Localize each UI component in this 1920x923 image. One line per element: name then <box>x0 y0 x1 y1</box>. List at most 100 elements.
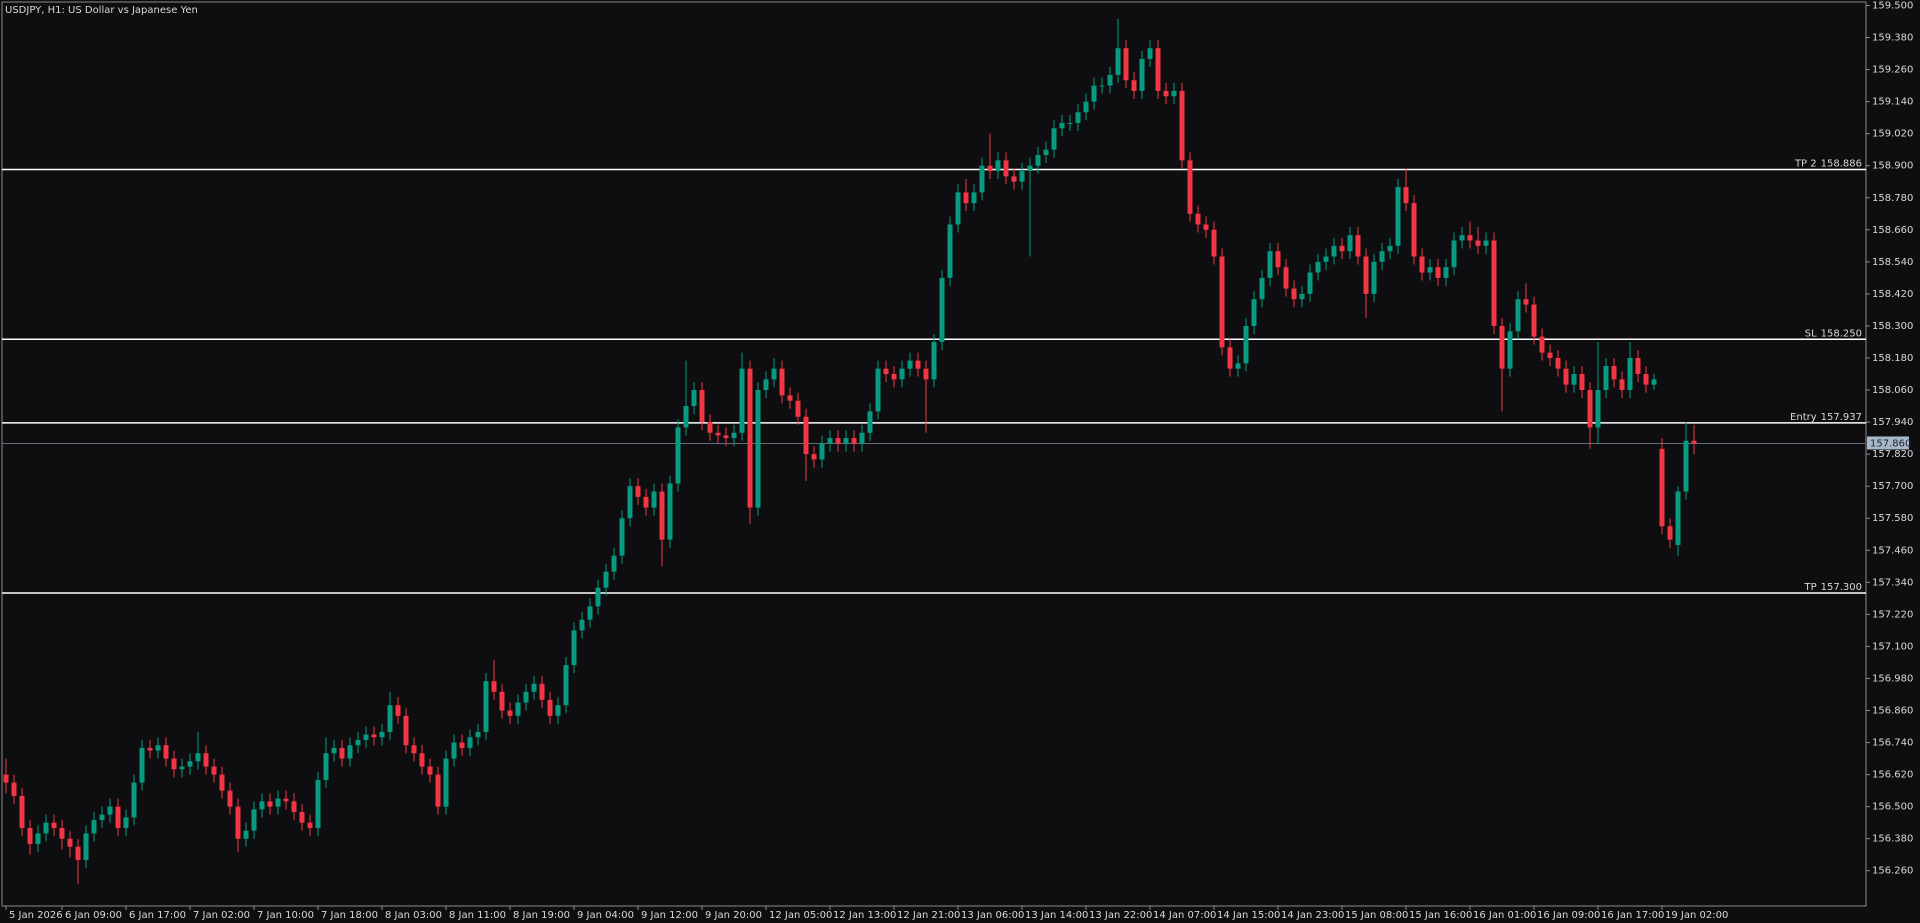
candle-body <box>1515 299 1521 332</box>
bid-label: 157.860 <box>1870 438 1911 449</box>
candle-body <box>1067 122 1073 124</box>
candle-body <box>539 683 545 700</box>
candle-body <box>411 745 417 754</box>
candle-body <box>923 368 929 380</box>
candle-body <box>1475 240 1481 246</box>
candle-body <box>707 422 713 433</box>
candle-body <box>59 828 65 839</box>
candle-body <box>251 809 257 831</box>
candle-body <box>155 745 161 751</box>
candle-body <box>1147 48 1153 59</box>
candle-body <box>1203 224 1209 230</box>
x-tick-label: 12 Jan 05:00 <box>769 910 832 921</box>
candle-body <box>899 368 905 380</box>
candle-body <box>1363 256 1369 294</box>
x-tick-label: 9 Jan 04:00 <box>577 910 634 921</box>
candle-body <box>1259 277 1265 300</box>
candle-body <box>387 705 393 732</box>
level-label: TP 157.300 <box>1804 582 1863 593</box>
x-tick-label: 13 Jan 06:00 <box>961 910 1024 921</box>
candle-body <box>1171 90 1177 97</box>
candle-body <box>91 820 97 834</box>
candle-body <box>491 681 497 692</box>
candle-body <box>1323 256 1329 262</box>
candle-body <box>1299 293 1305 300</box>
candle-body <box>587 606 593 620</box>
candle-body <box>291 801 297 812</box>
candle-body <box>1235 363 1241 369</box>
candle-body <box>427 766 433 775</box>
x-tick-label: 7 Jan 10:00 <box>257 910 314 921</box>
candle-body <box>1339 245 1345 252</box>
candle-body <box>163 745 169 759</box>
candle-body <box>1403 187 1409 204</box>
candle-body <box>1643 374 1649 385</box>
y-tick-label: 159.020 <box>1872 129 1913 140</box>
candle-body <box>131 782 137 818</box>
y-tick-label: 158.060 <box>1872 385 1913 396</box>
y-tick-label: 156.980 <box>1872 673 1913 684</box>
y-tick-label: 156.380 <box>1872 834 1913 845</box>
candle-body <box>331 747 337 754</box>
candle-body <box>1611 366 1617 380</box>
candle-body <box>1563 368 1569 385</box>
candle-body <box>1451 240 1457 268</box>
candle-body <box>979 165 985 193</box>
level-value: 158.250 <box>1821 328 1862 339</box>
x-tick-label: 16 Jan 09:00 <box>1537 910 1600 921</box>
candle-body <box>1459 235 1465 241</box>
candle-body <box>1523 299 1529 305</box>
candle-body <box>339 747 345 759</box>
candle-body <box>1107 74 1113 86</box>
candle-body <box>667 483 673 540</box>
candle-body <box>227 790 233 807</box>
candle-body <box>1619 379 1625 391</box>
level-label: TP 2 158.886 <box>1794 158 1862 169</box>
candle-body <box>187 761 193 767</box>
candle-body <box>627 486 633 519</box>
y-tick-label: 158.420 <box>1872 289 1913 300</box>
x-tick-label: 8 Jan 03:00 <box>385 910 442 921</box>
candle-body <box>731 432 737 439</box>
y-tick-label: 158.900 <box>1872 161 1913 172</box>
candle-body <box>275 798 281 807</box>
bid-label-box <box>1867 436 1909 450</box>
x-tick-label: 15 Jan 08:00 <box>1345 910 1408 921</box>
candle-body <box>1075 112 1081 123</box>
candle-body <box>1139 58 1145 91</box>
x-tick-label: 6 Jan 17:00 <box>129 910 186 921</box>
candle-body <box>507 710 513 716</box>
y-tick-label: 157.820 <box>1872 449 1913 460</box>
candle-body <box>379 731 385 738</box>
candle-body <box>395 705 401 716</box>
candle-body <box>1427 267 1433 273</box>
candle-body <box>1091 85 1097 102</box>
chart-title: USDJPY, H1: US Dollar vs Japanese Yen <box>5 5 198 16</box>
candle-body <box>1435 267 1441 278</box>
candle-body <box>619 518 625 556</box>
candle-body <box>1099 85 1105 87</box>
y-tick-label: 159.380 <box>1872 33 1913 44</box>
candle-body <box>1155 48 1161 91</box>
candle-body <box>307 822 313 829</box>
candle-body <box>523 691 529 703</box>
candle-body <box>107 806 113 815</box>
candle-body <box>699 390 705 423</box>
candle-body <box>299 811 305 823</box>
y-tick-label: 158.660 <box>1872 225 1913 236</box>
x-tick-label: 19 Jan 02:00 <box>1665 910 1728 921</box>
candle-body <box>1547 352 1553 358</box>
y-tick-label: 157.220 <box>1872 609 1913 620</box>
candle-body <box>19 795 25 829</box>
candle-body <box>971 192 977 204</box>
candle-body <box>1627 357 1633 391</box>
candle-body <box>779 368 785 396</box>
candle-body <box>827 438 833 444</box>
candle-body <box>11 782 17 796</box>
candle-body <box>651 491 657 508</box>
candle-body <box>203 753 209 767</box>
candle-body <box>195 753 201 762</box>
y-tick-label: 156.860 <box>1872 706 1913 717</box>
candle-body <box>467 737 473 748</box>
